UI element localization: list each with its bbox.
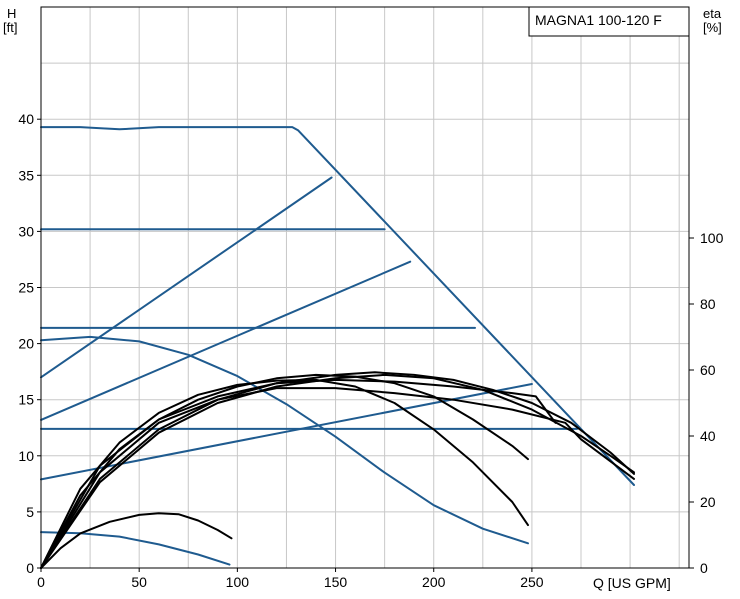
x-tick-label: 200 bbox=[422, 574, 446, 590]
y-left-tick-label: 25 bbox=[18, 280, 34, 296]
head-curve bbox=[40, 335, 529, 545]
x-tick-label: 150 bbox=[324, 574, 348, 590]
title-box bbox=[528, 6, 690, 37]
y-right-tick-label: 100 bbox=[700, 230, 724, 246]
x-tick-label: 250 bbox=[520, 574, 544, 590]
efficiency-curve bbox=[40, 512, 233, 569]
axes: 0 50 100 150 200 250 0 5 10 15 20 25 30 35 40 0 20 40 60 80… bbox=[18, 111, 723, 590]
curve-series bbox=[40, 126, 635, 569]
y-right-tick-label: 60 bbox=[700, 362, 716, 378]
x-tick-label: 100 bbox=[226, 574, 250, 590]
y-left-label-line1: H bbox=[7, 6, 16, 21]
y-left-tick-label: 35 bbox=[18, 167, 34, 183]
efficiency-curve bbox=[40, 371, 635, 569]
y-left-tick-label: 0 bbox=[26, 560, 34, 576]
efficiency-curve bbox=[40, 373, 635, 569]
efficiency-curve bbox=[40, 387, 635, 569]
y-left-tick-label: 5 bbox=[26, 504, 34, 520]
y-right-tick-label: 20 bbox=[700, 494, 716, 510]
grid-lines bbox=[41, 7, 689, 568]
head-curve bbox=[40, 531, 231, 566]
x-tick-label: 0 bbox=[37, 574, 45, 590]
y-left-tick-label: 40 bbox=[18, 111, 34, 127]
y-left-tick-label: 10 bbox=[18, 448, 34, 464]
y-right-tick-label: 80 bbox=[700, 296, 716, 312]
x-tick-label: 50 bbox=[131, 574, 147, 590]
x-axis-label: Q [US GPM] bbox=[593, 575, 671, 591]
y-left-tick-label: 30 bbox=[18, 223, 34, 239]
y-right-label-line2: [%] bbox=[703, 20, 722, 35]
efficiency-curve bbox=[40, 378, 557, 569]
chart-title: MAGNA1 100-120 F bbox=[535, 12, 662, 28]
y-right-label-line1: eta bbox=[703, 6, 722, 21]
head-curve bbox=[40, 126, 635, 486]
y-left-label-line2: [ft] bbox=[3, 20, 17, 35]
y-left-tick-label: 20 bbox=[18, 336, 34, 352]
y-left-tick-label: 15 bbox=[18, 392, 34, 408]
head-curve bbox=[40, 176, 333, 379]
y-right-tick-label: 0 bbox=[700, 560, 708, 576]
head-curve bbox=[40, 260, 412, 421]
y-right-tick-label: 40 bbox=[700, 428, 716, 444]
